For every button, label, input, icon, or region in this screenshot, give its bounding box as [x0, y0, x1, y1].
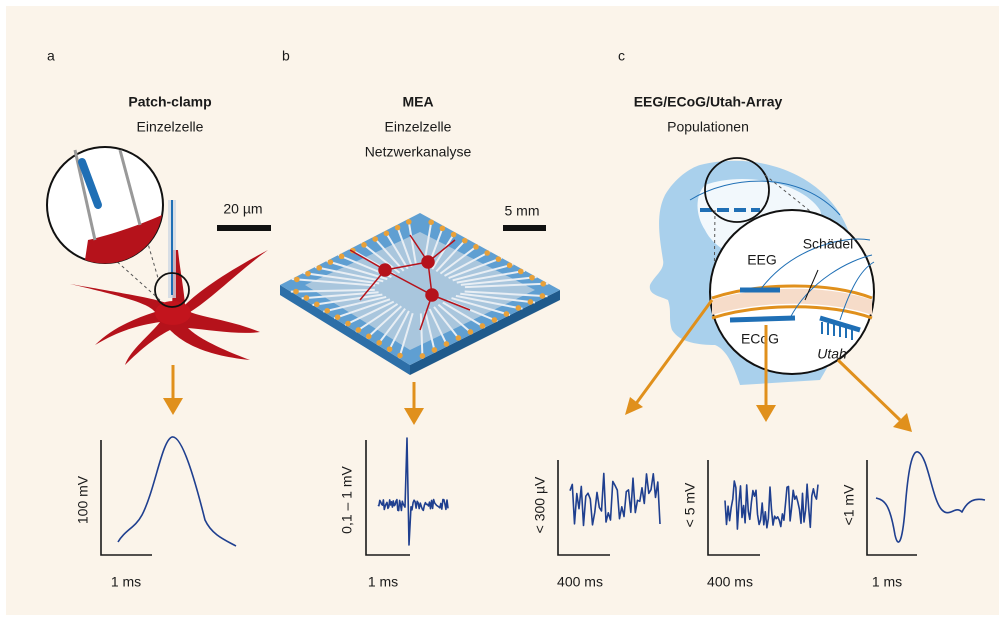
panel-letter: b [282, 48, 290, 64]
panel-title: Patch-clamp [128, 94, 211, 110]
panel-title: EEG/ECoG/Utah-Array [634, 94, 783, 110]
arrow-head [625, 397, 912, 432]
zoom-inset [709, 209, 875, 375]
y-label: 0,1 – 1 mV [339, 465, 355, 533]
scale-bar [217, 225, 271, 231]
panel-subtitle: Einzelzelle [385, 119, 452, 135]
arrow-head [163, 398, 183, 415]
panel-letter: a [47, 48, 55, 64]
scale-label: 5 mm [505, 203, 540, 219]
trace-axes [866, 460, 917, 556]
x-label: 1 ms [368, 574, 398, 590]
panel-subtitle: Populationen [667, 119, 749, 135]
x-label: 1 ms [111, 574, 141, 590]
panel-subtitle: Einzelzelle [137, 119, 204, 135]
inset-label: ECoG [741, 331, 779, 347]
x-label: 400 ms [707, 574, 753, 590]
mea-chip [280, 213, 560, 375]
y-label: 100 mV [75, 475, 91, 524]
zoom-circle [704, 157, 770, 223]
network-neurons [349, 234, 471, 331]
trace [875, 451, 986, 543]
trace [569, 472, 661, 527]
zoom-circle [154, 272, 190, 308]
inset-label: Utah [817, 346, 847, 362]
trace-axes [100, 440, 152, 556]
trace [377, 437, 449, 546]
panel-subtitle: Netzwerkanalyse [365, 144, 472, 160]
inset-label: Schädel [803, 236, 854, 252]
y-label: < 300 µV [532, 476, 548, 533]
panel-letter: c [618, 48, 625, 64]
trace-axes [365, 440, 410, 556]
x-label: 400 ms [557, 574, 603, 590]
trace-axes [707, 460, 760, 556]
inset-label: EEG [747, 252, 777, 268]
arrow-head [404, 408, 424, 425]
y-label: <1 mV [841, 484, 857, 526]
x-label: 1 ms [872, 574, 902, 590]
scale-bar [503, 225, 546, 231]
zoom-inset [46, 146, 164, 301]
y-label: < 5 mV [682, 482, 698, 527]
trace-axes [557, 460, 610, 556]
arrow [633, 299, 902, 422]
panel-title: MEA [402, 94, 433, 110]
trace [724, 480, 819, 530]
trace [117, 436, 237, 547]
scale-label: 20 µm [223, 201, 262, 217]
